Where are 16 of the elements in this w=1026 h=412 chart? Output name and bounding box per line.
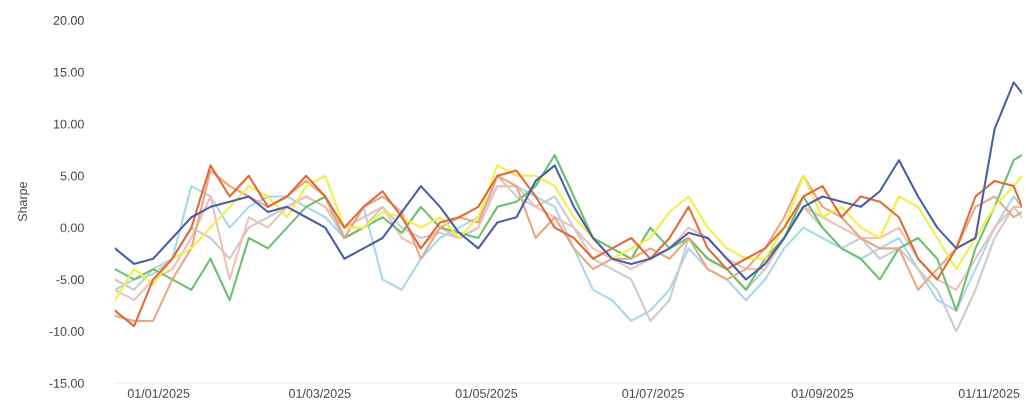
x-tick-label: 01/11/2025	[958, 388, 1020, 398]
line-series	[114, 81, 1022, 281]
x-tick-label: 01/09/2025	[791, 388, 854, 398]
x-tick-label: 01/07/2025	[622, 388, 684, 398]
y-axis-title: Sharpe	[17, 182, 30, 222]
y-tick-label: 20.00	[53, 15, 84, 25]
y-tick-label: 10.00	[54, 119, 84, 129]
y-tick-label: -5.00	[56, 275, 84, 285]
x-tick-label: 01/03/2025	[289, 388, 351, 398]
x-tick-label: 01/05/2025	[455, 388, 518, 398]
y-tick-label: 15.00	[54, 67, 84, 77]
y-tick-label: -15.00	[49, 378, 84, 388]
y-tick-label: -10.00	[49, 327, 84, 336]
y-tick-label: 0.00	[60, 223, 84, 233]
y-tick-label: 5.00	[60, 171, 84, 181]
x-tick-label: 01/01/2025	[127, 388, 190, 398]
